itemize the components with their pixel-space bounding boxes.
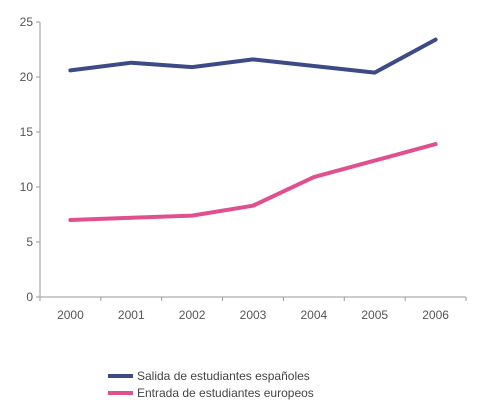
x-tick-label: 2005 — [361, 308, 388, 322]
x-tick-label: 2006 — [422, 308, 449, 322]
legend: Salida de estudiantes españoles Entrada … — [108, 369, 314, 400]
series-line-1 — [68, 142, 438, 222]
y-tick-label: 5 — [26, 235, 33, 249]
x-tick-label: 2003 — [240, 308, 267, 322]
x-axis-ticks: 2000 2001 2002 2003 2004 2005 2006 — [39, 297, 467, 322]
y-tick-label: 10 — [20, 180, 34, 194]
legend-label-salida: Salida de estudiantes españoles — [137, 369, 310, 383]
y-tick-label: 15 — [20, 125, 34, 139]
y-axis-ticks: 0 5 10 15 20 25 — [20, 15, 40, 304]
x-tick-label: 2000 — [57, 308, 84, 322]
x-tick-label: 2001 — [118, 308, 145, 322]
series-layer — [68, 37, 438, 222]
x-tick-label: 2002 — [179, 308, 206, 322]
legend-label-entrada: Entrada de estudiantes europeos — [137, 386, 314, 400]
chart-axes — [39, 22, 466, 298]
y-tick-label: 0 — [26, 290, 33, 304]
y-tick-label: 25 — [20, 15, 34, 29]
series-line-0 — [68, 37, 438, 75]
x-tick-label: 2004 — [301, 308, 328, 322]
y-tick-label: 20 — [20, 70, 34, 84]
